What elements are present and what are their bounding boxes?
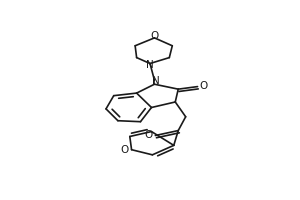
Text: O: O: [200, 81, 208, 91]
Text: N: N: [152, 76, 160, 86]
Text: O: O: [144, 130, 153, 140]
Text: O: O: [150, 31, 159, 41]
Text: O: O: [120, 145, 128, 155]
Text: N: N: [146, 60, 153, 70]
